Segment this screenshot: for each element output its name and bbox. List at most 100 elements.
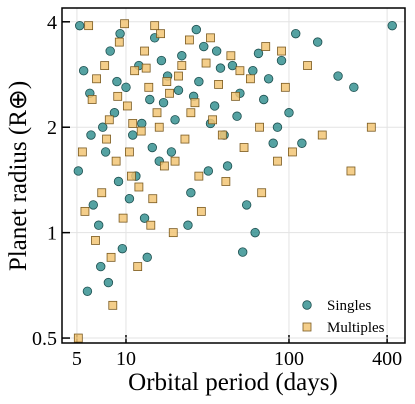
point (297, 138, 307, 148)
point (366, 122, 376, 132)
point (346, 166, 356, 176)
point (186, 108, 196, 118)
point (259, 94, 269, 105)
point (177, 61, 187, 70)
point (159, 161, 169, 171)
point (174, 71, 183, 81)
point (80, 206, 90, 216)
point (276, 55, 287, 66)
plot-frame (61, 7, 406, 344)
point (226, 51, 236, 61)
point (100, 147, 111, 157)
x-axis-label: Orbital period (days) (128, 369, 338, 396)
point (87, 95, 97, 104)
point (248, 66, 258, 76)
point (177, 51, 187, 61)
point (387, 20, 397, 31)
point (215, 63, 226, 73)
point (139, 213, 150, 223)
point (113, 91, 123, 101)
point (186, 188, 196, 198)
point (103, 277, 114, 288)
point (118, 213, 128, 223)
point (227, 60, 238, 71)
point (96, 261, 106, 272)
point (206, 33, 215, 43)
point (86, 130, 96, 140)
point (237, 247, 248, 257)
point (222, 161, 233, 171)
point (250, 227, 260, 238)
point (134, 182, 144, 192)
x-tick-label: 5 (72, 348, 82, 370)
point (73, 333, 83, 343)
point (133, 262, 143, 271)
point (280, 82, 290, 92)
point (128, 119, 138, 128)
point (77, 147, 87, 157)
point (232, 111, 242, 121)
point (231, 91, 240, 101)
legend-marker (302, 300, 312, 310)
point (145, 94, 155, 105)
point (333, 71, 343, 81)
point (141, 63, 151, 73)
point (255, 122, 264, 132)
point (112, 76, 122, 87)
point (183, 220, 193, 230)
point (239, 143, 249, 152)
point (142, 252, 152, 263)
point (194, 171, 204, 181)
point (122, 101, 132, 111)
y-axis-label: Planet radius (R⊕) (5, 81, 32, 271)
point (93, 220, 104, 230)
point (277, 46, 286, 56)
point (100, 61, 110, 70)
point (156, 29, 165, 39)
point (168, 228, 178, 238)
point (137, 118, 147, 129)
x-tick-label: 10 (116, 348, 136, 370)
point (140, 46, 149, 56)
point (154, 122, 164, 132)
point (170, 115, 180, 125)
point (109, 108, 120, 118)
point (128, 130, 138, 140)
point (166, 147, 177, 157)
point (105, 46, 115, 56)
point (253, 48, 264, 59)
point (162, 77, 172, 86)
point (136, 126, 146, 136)
point (268, 138, 278, 148)
point (144, 82, 154, 92)
point (209, 101, 220, 111)
point (98, 122, 108, 132)
point (91, 236, 100, 245)
x-tick-label: 100 (274, 348, 304, 370)
point (92, 74, 101, 84)
point (113, 176, 124, 187)
point (208, 115, 218, 125)
point (185, 35, 194, 45)
point (146, 220, 156, 230)
point (196, 206, 206, 216)
point (235, 66, 245, 76)
point (288, 147, 297, 157)
point (211, 46, 222, 56)
point (261, 42, 271, 51)
point (156, 55, 167, 66)
point (73, 166, 84, 176)
point (150, 21, 160, 31)
point (108, 300, 118, 310)
point (199, 41, 209, 52)
point (272, 122, 283, 132)
point (190, 98, 200, 108)
point (84, 21, 94, 31)
point (273, 156, 282, 166)
point (124, 193, 135, 204)
point (165, 88, 174, 98)
point (246, 74, 255, 84)
point (349, 82, 359, 93)
point (148, 194, 158, 204)
